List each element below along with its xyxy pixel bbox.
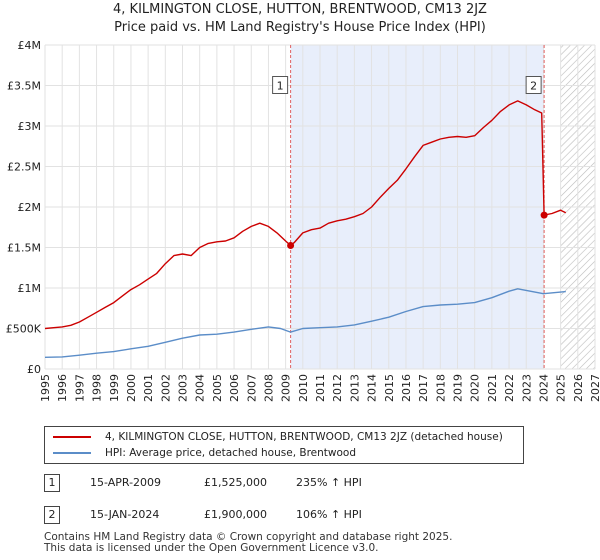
price-chart: 1 2 £0 £500K £1M £1.5M £2M £2.5M £3M £3.5M £4M 199… (6, 39, 600, 402)
x-tick-label: 2024 (537, 374, 550, 402)
x-tick-label: 2019 (452, 374, 465, 402)
y-tick-label: £3.5M (7, 80, 41, 93)
sale-label-number: 2 (530, 80, 537, 93)
sale-number-badge: 1 (44, 474, 60, 492)
x-tick-label: 2000 (125, 374, 138, 402)
sale-label-number: 1 (277, 80, 284, 93)
x-tick-label: 2002 (159, 374, 172, 402)
footer-licence: This data is licensed under the Open Gov… (44, 542, 379, 554)
x-tick-label: 2003 (177, 374, 190, 402)
x-tick-label: 2005 (211, 374, 224, 402)
x-tick-label: 2027 (589, 374, 600, 402)
x-tick-label: 1995 (39, 374, 52, 402)
sale-label-box (525, 76, 542, 94)
y-tick-label: £1M (18, 282, 42, 295)
y-tick-label: £3M (18, 120, 42, 133)
x-tick-label: 2023 (520, 374, 533, 402)
x-tick-label: 1997 (73, 374, 86, 402)
legend-item-hpi: HPI: Average price, detached house, Bren… (53, 446, 356, 460)
sale-hpi-change: 106% ↑ HPI (296, 508, 362, 521)
sale-date: 15-APR-2009 (90, 476, 162, 489)
chart-title: 4, KILMINGTON CLOSE, HUTTON, BRENTWOOD, … (113, 2, 487, 17)
sale-label-box (272, 76, 289, 94)
sale-price: £1,525,000 (204, 476, 267, 489)
x-tick-label: 2012 (331, 374, 344, 402)
sale-hpi-change: 235% ↑ HPI (296, 476, 362, 489)
x-tick-label: 1996 (56, 374, 69, 402)
x-tick-label: 2026 (572, 374, 585, 402)
y-tick-label: £1.5M (7, 242, 41, 255)
x-tick-label: 2021 (486, 374, 499, 402)
legend-item-property: 4, KILMINGTON CLOSE, HUTTON, BRENTWOOD, … (53, 430, 503, 444)
y-tick-label: £4M (18, 39, 42, 52)
x-tick-label: 2004 (194, 374, 207, 402)
series-line-hpi (45, 288, 566, 358)
footer-copyright: Contains HM Land Registry data © Crown c… (44, 531, 453, 543)
y-tick-label: £0 (27, 363, 41, 376)
x-tick-label: 2015 (383, 374, 396, 402)
legend-swatch-property (53, 436, 91, 438)
sale-price: £1,900,000 (204, 508, 267, 521)
x-tick-label: 2006 (228, 374, 241, 402)
x-tick-label: 2017 (417, 374, 430, 402)
sale-annotation-1: 1 15-APR-2009 £1,525,000 235% ↑ HPI (44, 474, 384, 492)
x-tick-label: 2013 (348, 374, 361, 402)
x-tick-label: 2007 (245, 374, 258, 402)
sale-point (287, 241, 295, 249)
legend: 4, KILMINGTON CLOSE, HUTTON, BRENTWOOD, … (44, 426, 524, 464)
x-tick-label: 2001 (142, 374, 155, 402)
y-tick-label: £2M (18, 201, 42, 214)
x-tick-label: 2008 (262, 374, 275, 402)
sale-annotation-2: 2 15-JAN-2024 £1,900,000 106% ↑ HPI (44, 506, 384, 524)
y-tick-label: £2.5M (7, 161, 41, 174)
x-tick-label: 1999 (108, 374, 121, 402)
chart-subtitle: Price paid vs. HM Land Registry's House … (114, 20, 486, 35)
sale-point (540, 211, 548, 219)
series-line-property (45, 100, 567, 330)
y-tick-label: £500K (6, 323, 42, 336)
x-tick-label: 2011 (314, 374, 327, 402)
x-tick-label: 2022 (503, 374, 516, 402)
x-tick-label: 2020 (469, 374, 482, 402)
x-tick-label: 2025 (555, 374, 568, 402)
x-tick-label: 2014 (366, 374, 379, 402)
x-tick-label: 2016 (400, 374, 413, 402)
x-tick-label: 2009 (280, 374, 293, 402)
sale-date: 15-JAN-2024 (90, 508, 160, 521)
footer: Contains HM Land Registry data © Crown c… (44, 532, 452, 554)
legend-label-hpi: HPI: Average price, detached house, Bren… (105, 447, 356, 459)
legend-label-property: 4, KILMINGTON CLOSE, HUTTON, BRENTWOOD, … (105, 431, 503, 443)
sale-number-badge: 2 (44, 506, 60, 524)
x-tick-label: 2010 (297, 374, 310, 402)
legend-swatch-hpi (53, 452, 91, 454)
x-tick-label: 2018 (434, 374, 447, 402)
x-tick-label: 1998 (91, 374, 104, 402)
